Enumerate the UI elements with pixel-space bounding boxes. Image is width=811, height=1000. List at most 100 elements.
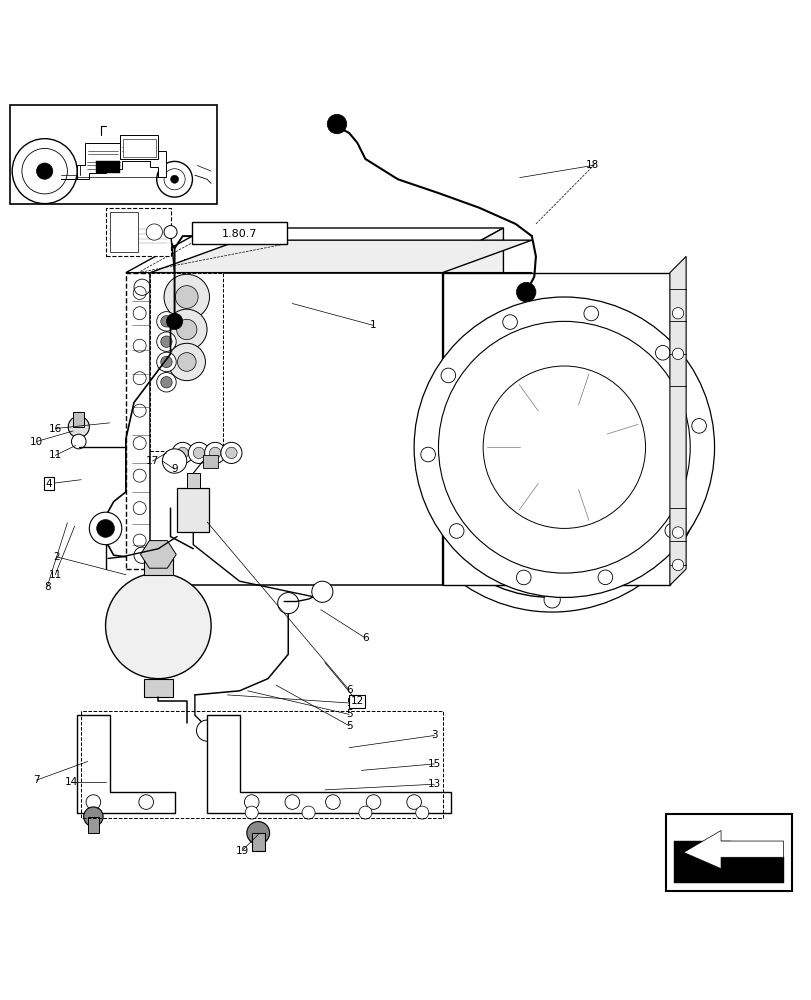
Text: 8: 8 bbox=[44, 582, 50, 592]
Circle shape bbox=[166, 313, 182, 329]
Text: 1: 1 bbox=[370, 320, 376, 330]
Circle shape bbox=[168, 343, 205, 381]
Bar bbox=[192, 222, 286, 244]
Polygon shape bbox=[150, 240, 531, 273]
Text: 5: 5 bbox=[345, 721, 352, 731]
Circle shape bbox=[438, 342, 665, 569]
Circle shape bbox=[157, 161, 192, 197]
Circle shape bbox=[327, 114, 346, 134]
Circle shape bbox=[516, 282, 535, 302]
Text: 10: 10 bbox=[30, 437, 43, 447]
Bar bbox=[73, 412, 84, 427]
Circle shape bbox=[474, 378, 629, 532]
Circle shape bbox=[277, 593, 298, 614]
Circle shape bbox=[438, 321, 689, 573]
Text: 14: 14 bbox=[65, 777, 78, 787]
Circle shape bbox=[448, 524, 463, 538]
Circle shape bbox=[84, 807, 103, 826]
Text: 4: 4 bbox=[45, 479, 52, 489]
Circle shape bbox=[170, 175, 178, 183]
Bar bbox=[152, 393, 197, 429]
Circle shape bbox=[441, 345, 457, 361]
Circle shape bbox=[157, 373, 176, 392]
Bar bbox=[10, 105, 217, 204]
Circle shape bbox=[105, 573, 211, 679]
Circle shape bbox=[176, 319, 196, 340]
Circle shape bbox=[672, 559, 683, 571]
Ellipse shape bbox=[164, 476, 185, 508]
Bar bbox=[187, 473, 200, 488]
Bar bbox=[203, 455, 217, 468]
Ellipse shape bbox=[387, 243, 416, 258]
Circle shape bbox=[209, 447, 221, 459]
Text: 9: 9 bbox=[171, 464, 178, 474]
Circle shape bbox=[672, 348, 683, 360]
Circle shape bbox=[358, 806, 371, 819]
Text: 13: 13 bbox=[427, 779, 440, 789]
Bar bbox=[144, 554, 173, 575]
Polygon shape bbox=[683, 830, 783, 869]
Ellipse shape bbox=[306, 243, 335, 258]
Bar bbox=[105, 208, 170, 256]
Circle shape bbox=[420, 447, 435, 462]
Circle shape bbox=[12, 139, 77, 204]
Circle shape bbox=[139, 795, 153, 809]
Circle shape bbox=[86, 795, 101, 809]
Text: 3: 3 bbox=[431, 730, 437, 740]
Polygon shape bbox=[96, 161, 120, 173]
Bar bbox=[251, 833, 264, 851]
Circle shape bbox=[164, 274, 209, 320]
Polygon shape bbox=[669, 256, 685, 585]
Circle shape bbox=[483, 366, 645, 528]
Bar bbox=[265, 259, 294, 287]
Circle shape bbox=[654, 345, 669, 360]
Circle shape bbox=[672, 527, 683, 538]
Circle shape bbox=[543, 303, 560, 319]
Circle shape bbox=[691, 419, 706, 433]
Polygon shape bbox=[126, 228, 503, 273]
Text: 5: 5 bbox=[345, 698, 352, 708]
Circle shape bbox=[399, 447, 415, 463]
Circle shape bbox=[302, 806, 315, 819]
Circle shape bbox=[22, 148, 67, 194]
Circle shape bbox=[188, 442, 209, 463]
Circle shape bbox=[441, 549, 457, 566]
Circle shape bbox=[311, 581, 333, 602]
Ellipse shape bbox=[164, 435, 185, 468]
Text: 2: 2 bbox=[54, 552, 60, 562]
Circle shape bbox=[245, 806, 258, 819]
Circle shape bbox=[36, 163, 53, 179]
Circle shape bbox=[415, 806, 428, 819]
Text: 7: 7 bbox=[33, 775, 40, 785]
Text: 11: 11 bbox=[49, 570, 62, 580]
Circle shape bbox=[247, 822, 269, 844]
Polygon shape bbox=[140, 541, 176, 568]
Circle shape bbox=[221, 442, 242, 463]
Text: 5: 5 bbox=[345, 709, 352, 719]
Text: 18: 18 bbox=[586, 160, 599, 170]
Circle shape bbox=[196, 720, 217, 741]
Circle shape bbox=[646, 549, 662, 566]
Circle shape bbox=[366, 795, 380, 809]
Text: 15: 15 bbox=[427, 759, 440, 769]
Circle shape bbox=[598, 570, 612, 585]
Circle shape bbox=[164, 226, 177, 239]
Circle shape bbox=[175, 286, 198, 308]
Circle shape bbox=[646, 345, 662, 361]
Bar bbox=[144, 679, 173, 697]
Circle shape bbox=[71, 434, 86, 449]
Text: 6: 6 bbox=[345, 685, 352, 695]
Text: 16: 16 bbox=[49, 424, 62, 434]
Circle shape bbox=[325, 795, 340, 809]
Circle shape bbox=[177, 447, 188, 459]
Bar bbox=[123, 139, 156, 157]
Polygon shape bbox=[126, 273, 422, 569]
Circle shape bbox=[157, 312, 176, 331]
Circle shape bbox=[161, 356, 172, 368]
Circle shape bbox=[161, 336, 172, 347]
Ellipse shape bbox=[225, 253, 254, 265]
Circle shape bbox=[406, 795, 421, 809]
Text: 19: 19 bbox=[235, 846, 248, 856]
Ellipse shape bbox=[265, 253, 294, 265]
Bar bbox=[306, 259, 335, 287]
